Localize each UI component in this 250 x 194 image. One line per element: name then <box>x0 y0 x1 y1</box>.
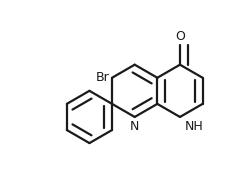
Text: O: O <box>175 30 185 43</box>
Text: N: N <box>130 120 140 133</box>
Text: Br: Br <box>96 71 109 84</box>
Text: NH: NH <box>185 120 204 133</box>
